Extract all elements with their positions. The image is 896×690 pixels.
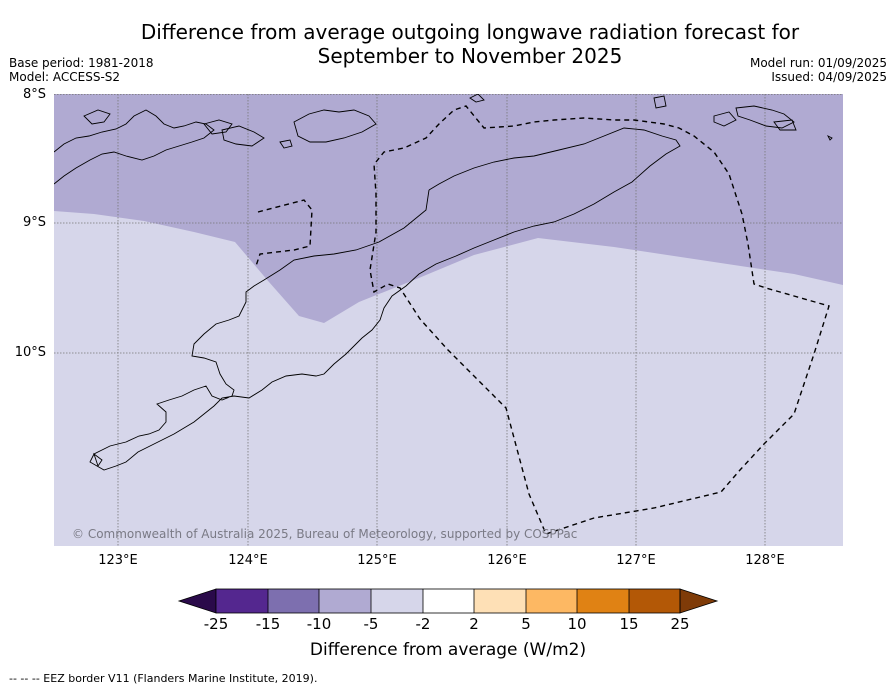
colorbar-tick: -25 <box>203 615 229 633</box>
title-line-1: Difference from average outgoing longwav… <box>140 20 800 44</box>
colorbar-tick: 5 <box>521 615 531 633</box>
colorbar-segment-4 <box>371 589 423 613</box>
wetar-coastline <box>293 109 377 143</box>
colorbar-segment-3 <box>319 589 371 613</box>
eez-footnote: -- -- -- EEZ border V11 (Flanders Marine… <box>9 672 318 685</box>
base-period: Base period: 1981-2018 <box>9 56 154 70</box>
lat-label-10s: 10°S <box>14 345 46 360</box>
lon-label-127e: 127°E <box>616 553 656 568</box>
model-name: Model: ACCESS-S2 <box>9 70 121 84</box>
lon-label-126e: 126°E <box>487 553 527 568</box>
colorbar-tick: -5 <box>363 615 379 633</box>
colorbar-tick: 15 <box>619 615 639 633</box>
lon-label-123e: 123°E <box>98 553 138 568</box>
island-east-3 <box>735 105 795 129</box>
colorbar-segment-1 <box>216 589 268 613</box>
colorbar-dividers <box>215 588 681 614</box>
alor-coastline <box>221 125 265 147</box>
grid-lines <box>54 94 843 546</box>
title-line-2: September to November 2025 <box>317 44 623 68</box>
issued-date: Issued: 04/09/2025 <box>771 70 887 84</box>
colorbar-tick: 25 <box>670 615 690 633</box>
flores-coastline <box>54 109 215 185</box>
lon-label-128e: 128°E <box>745 553 785 568</box>
colorbar-label: Difference from average (W/m2) <box>309 640 587 660</box>
colorbar-segment-6 <box>474 589 526 613</box>
small-island-south <box>93 452 103 468</box>
colorbar <box>177 588 719 614</box>
lon-label-125e: 125°E <box>357 553 397 568</box>
colorbar-segment-high-extend <box>679 588 719 614</box>
small-island-1 <box>83 109 111 125</box>
island-east-2 <box>713 111 737 127</box>
small-island-3 <box>279 139 293 149</box>
colorbar-segment-7 <box>526 589 577 613</box>
map-svg <box>54 94 843 546</box>
colorbar-segment-9 <box>629 589 680 613</box>
lon-label-124e: 124°E <box>228 553 268 568</box>
timor-coastline <box>89 127 681 471</box>
meta-right: Model run: 01/09/2025 Issued: 04/09/2025 <box>750 56 887 84</box>
lat-label-8s: 8°S <box>22 87 46 102</box>
colorbar-tick: -2 <box>415 615 431 633</box>
copyright-notice: © Commonwealth of Australia 2025, Bureau… <box>72 527 578 541</box>
model-run: Model run: 01/09/2025 <box>749 56 887 70</box>
colorbar-segment-8 <box>577 589 629 613</box>
darker-anomaly-region <box>54 94 843 323</box>
lat-label-9s: 9°S <box>22 215 46 230</box>
colorbar-segment-low-extend <box>177 588 217 614</box>
chart-title: Difference from average outgoing longwav… <box>50 20 890 68</box>
coastlines <box>54 94 833 471</box>
colorbar-segment-2 <box>268 589 319 613</box>
island-east-4 <box>773 119 797 131</box>
colorbar-tick: 2 <box>469 615 479 633</box>
eez-border <box>255 105 830 535</box>
island-east-1 <box>653 95 667 109</box>
colorbar-segment-5 <box>423 589 474 613</box>
colorbar-tick: -15 <box>255 615 281 633</box>
island-east-5 <box>826 134 833 141</box>
meta-left: Base period: 1981-2018 Model: ACCESS-S2 <box>9 56 154 84</box>
map-panel <box>54 94 843 546</box>
colorbar-tick: -10 <box>306 615 332 633</box>
colorbar-tick: 10 <box>567 615 587 633</box>
small-island-north <box>469 94 485 103</box>
